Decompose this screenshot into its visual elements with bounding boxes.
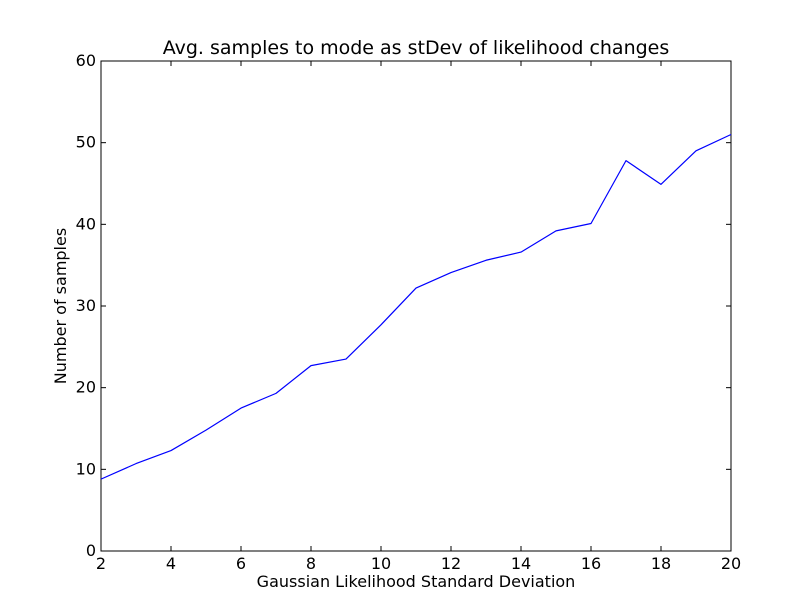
series-line-0: [100, 133, 732, 480]
x-axis-label: Gaussian Likelihood Standard Deviation: [257, 572, 576, 591]
x-tick-label: 4: [166, 554, 176, 573]
chart-title: Avg. samples to mode as stDev of likelih…: [163, 37, 670, 59]
y-tick-label: 50: [76, 133, 96, 152]
y-tick-label: 0: [86, 541, 96, 560]
y-tick-label: 30: [76, 296, 96, 315]
y-tick-label: 60: [76, 51, 96, 70]
x-tick-label: 18: [651, 554, 671, 573]
x-tick-label: 20: [721, 554, 741, 573]
x-tick-label: 6: [236, 554, 246, 573]
x-tick-label: 12: [441, 554, 461, 573]
x-tick-label: 16: [581, 554, 601, 573]
x-tick-label: 8: [306, 554, 316, 573]
y-tick-label: 40: [76, 214, 96, 233]
x-tick-label: 14: [511, 554, 531, 573]
x-tick-label: 2: [96, 554, 106, 573]
y-axis-label: Number of samples: [51, 228, 70, 384]
x-tick-label: 10: [371, 554, 391, 573]
y-tick-label: 10: [76, 459, 96, 478]
y-tick-label: 20: [76, 378, 96, 397]
